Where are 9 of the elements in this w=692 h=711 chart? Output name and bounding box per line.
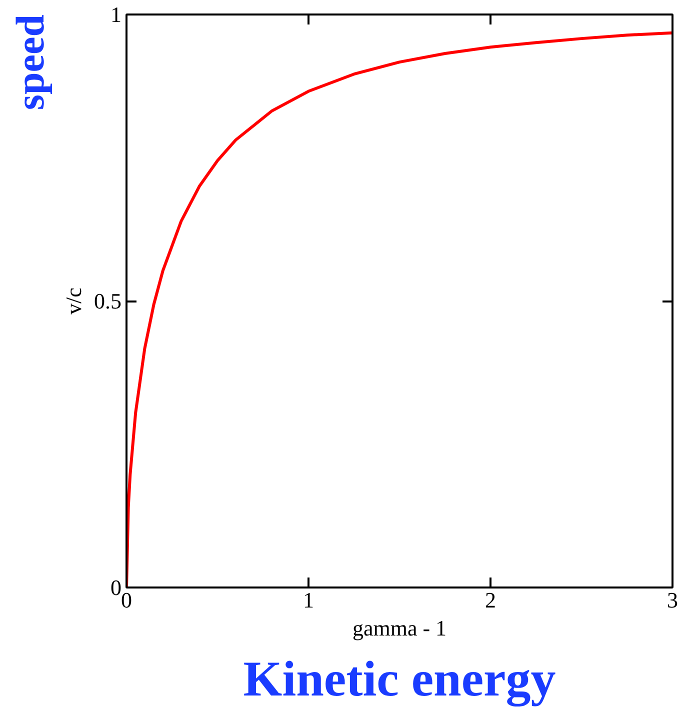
x-tick-label: 3 — [667, 588, 678, 612]
text: Kinetic energy — [243, 650, 556, 708]
text: speed — [8, 14, 52, 110]
y-tick-label: 1 — [110, 2, 122, 27]
x-tick-label: 2 — [485, 588, 496, 612]
y-tick-label: 0.5 — [94, 288, 122, 314]
y-axis-title: v/c — [61, 287, 86, 314]
x-tick-label: 1 — [303, 588, 314, 612]
x-axis-title: gamma - 1 — [352, 616, 447, 640]
